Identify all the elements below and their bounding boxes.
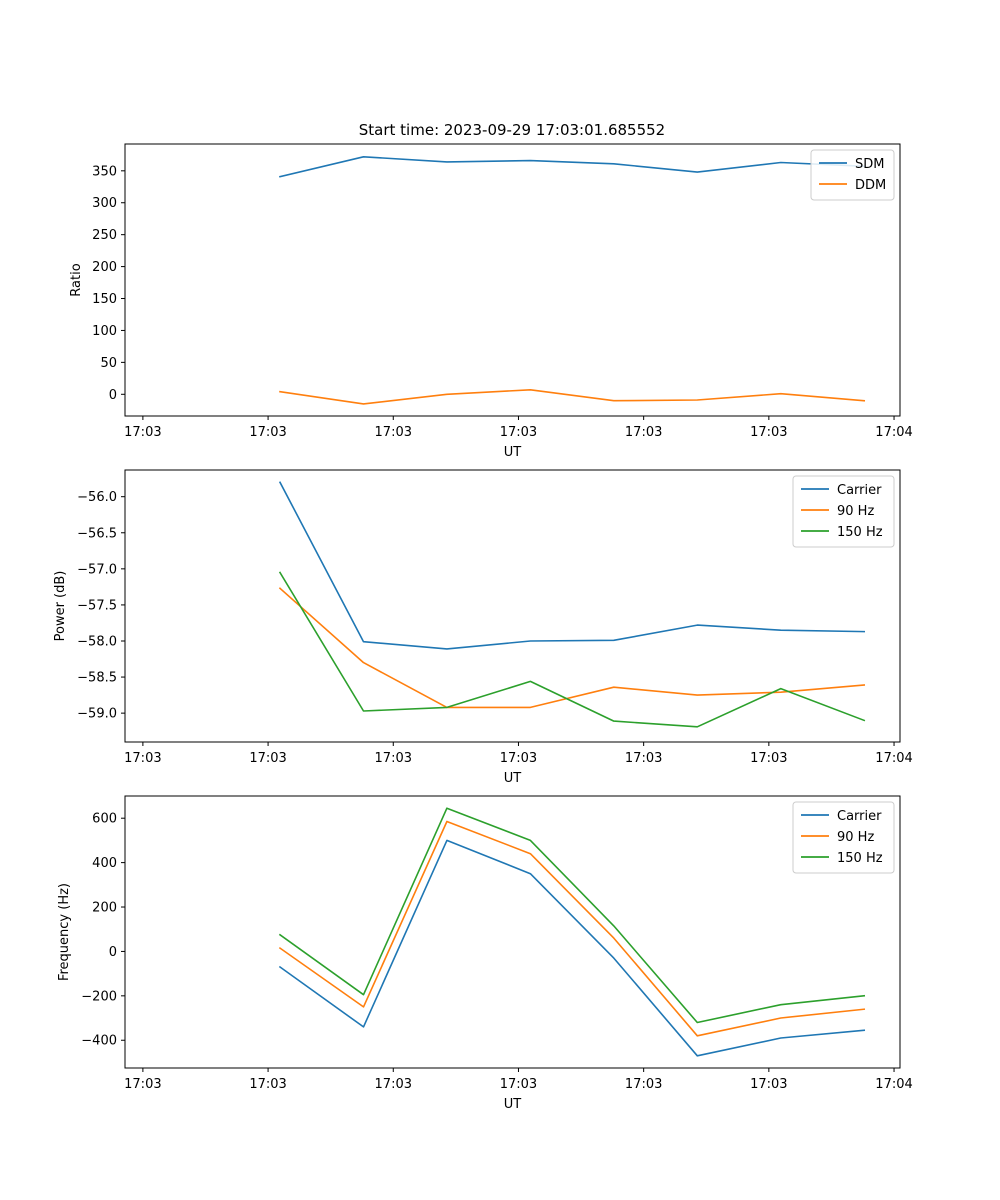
frequency-x-tick-label: 17:03 bbox=[124, 1077, 161, 1092]
ratio-x-tick-label: 17:04 bbox=[875, 425, 912, 440]
ratio-y-tick-label: 100 bbox=[92, 324, 117, 339]
ratio-panel: 17:03 17:03 17:03 17:03 17:03 17:03 17:04 0 50 10… bbox=[69, 143, 913, 460]
frequency-y-axis-label: Frequency (Hz) bbox=[57, 883, 72, 981]
frequency-legend-entry: 90 Hz bbox=[837, 830, 874, 845]
power-x-tick-label: 17:03 bbox=[750, 751, 787, 766]
power-legend-entry: Carrier bbox=[837, 483, 882, 498]
frequency-legend-entry: Carrier bbox=[837, 809, 882, 824]
power-legend-entry: 90 Hz bbox=[837, 504, 874, 519]
ratio-x-tick-label: 17:03 bbox=[249, 425, 286, 440]
power-y-tick-label: −56.0 bbox=[77, 490, 117, 505]
ratio-legend: SDM DDM bbox=[810, 149, 895, 201]
power-legend: Carrier 90 Hz 150 Hz bbox=[792, 475, 895, 548]
ratio-legend-entry: DDM bbox=[855, 178, 886, 193]
power-y-tick-label: −57.5 bbox=[77, 598, 117, 613]
frequency-x-tick-label: 17:04 bbox=[875, 1077, 912, 1092]
frequency-legend-entry: 150 Hz bbox=[837, 851, 883, 866]
power-axes-frame bbox=[124, 469, 901, 743]
power-y-tick-label: −56.5 bbox=[77, 526, 117, 541]
power-y-tick-label: −58.0 bbox=[77, 634, 117, 649]
frequency-y-tick-label: 400 bbox=[92, 856, 117, 871]
frequency-y-tick-label: −200 bbox=[81, 989, 117, 1004]
ratio-y-tick-label: 200 bbox=[92, 260, 117, 275]
power-x-tick-label: 17:04 bbox=[875, 751, 912, 766]
ratio-x-tick-label: 17:03 bbox=[500, 425, 537, 440]
power-y-axis-label: Power (dB) bbox=[53, 571, 68, 642]
power-panel: 17:03 17:03 17:03 17:03 17:03 17:03 17:04 −59.0… bbox=[53, 469, 913, 786]
ratio-series-line-ddm bbox=[279, 388, 866, 405]
ratio-series-line-sdm bbox=[279, 156, 866, 178]
power-legend-entry: 150 Hz bbox=[837, 525, 883, 540]
ratio-y-tick-label: 0 bbox=[109, 388, 117, 403]
ratio-y-tick-label: 350 bbox=[92, 164, 117, 179]
chart-title: Start time: 2023-09-29 17:03:01.685552 bbox=[359, 121, 665, 139]
ratio-y-tick-label: 300 bbox=[92, 196, 117, 211]
power-y-tick-label: −59.0 bbox=[77, 707, 117, 722]
ratio-x-tick-label: 17:03 bbox=[625, 425, 662, 440]
ratio-axes-frame bbox=[124, 143, 901, 417]
ratio-legend-entry: SDM bbox=[855, 157, 884, 172]
frequency-series-line-90-hz bbox=[278, 820, 866, 1037]
power-x-tick-label: 17:03 bbox=[249, 751, 286, 766]
power-x-tick-label: 17:03 bbox=[124, 751, 161, 766]
frequency-x-tick-label: 17:03 bbox=[750, 1077, 787, 1092]
frequency-x-tick-label: 17:03 bbox=[249, 1077, 286, 1092]
frequency-y-tick-label: 200 bbox=[92, 901, 117, 916]
frequency-legend: Carrier 90 Hz 150 Hz bbox=[792, 801, 895, 874]
power-x-axis-label: UT bbox=[504, 771, 522, 786]
power-series-line-150-hz bbox=[278, 571, 866, 728]
frequency-y-tick-label: 600 bbox=[92, 812, 117, 827]
power-x-tick-label: 17:03 bbox=[375, 751, 412, 766]
frequency-y-tick-label: −400 bbox=[81, 1034, 117, 1049]
power-x-tick-label: 17:03 bbox=[625, 751, 662, 766]
frequency-axes-frame bbox=[124, 795, 901, 1069]
ratio-y-axis-label: Ratio bbox=[69, 263, 84, 296]
frequency-x-tick-label: 17:03 bbox=[625, 1077, 662, 1092]
ratio-y-tick-label: 250 bbox=[92, 228, 117, 243]
power-y-tick-label: −57.0 bbox=[77, 562, 117, 577]
frequency-series-line-carrier bbox=[278, 839, 866, 1057]
ratio-y-tick-label: 150 bbox=[92, 292, 117, 307]
power-x-tick-label: 17:03 bbox=[500, 751, 537, 766]
frequency-panel: 17:03 17:03 17:03 17:03 17:03 17:03 17:04 −400 −… bbox=[57, 795, 913, 1112]
frequency-y-tick-label: 0 bbox=[109, 945, 117, 960]
frequency-x-tick-label: 17:03 bbox=[500, 1077, 537, 1092]
power-series-line-carrier bbox=[278, 481, 866, 650]
frequency-legend-box bbox=[792, 801, 895, 874]
frequency-x-axis-label: UT bbox=[504, 1097, 522, 1112]
power-series-line-90-hz bbox=[278, 587, 866, 709]
frequency-series-line-150-hz bbox=[278, 807, 866, 1024]
frequency-x-tick-label: 17:03 bbox=[375, 1077, 412, 1092]
ratio-x-tick-label: 17:03 bbox=[124, 425, 161, 440]
power-legend-box bbox=[792, 475, 895, 548]
ratio-y-tick-label: 50 bbox=[100, 356, 117, 371]
power-y-tick-label: −58.5 bbox=[77, 671, 117, 686]
ratio-x-axis-label: UT bbox=[504, 445, 522, 460]
ratio-x-tick-label: 17:03 bbox=[375, 425, 412, 440]
ratio-x-tick-label: 17:03 bbox=[750, 425, 787, 440]
